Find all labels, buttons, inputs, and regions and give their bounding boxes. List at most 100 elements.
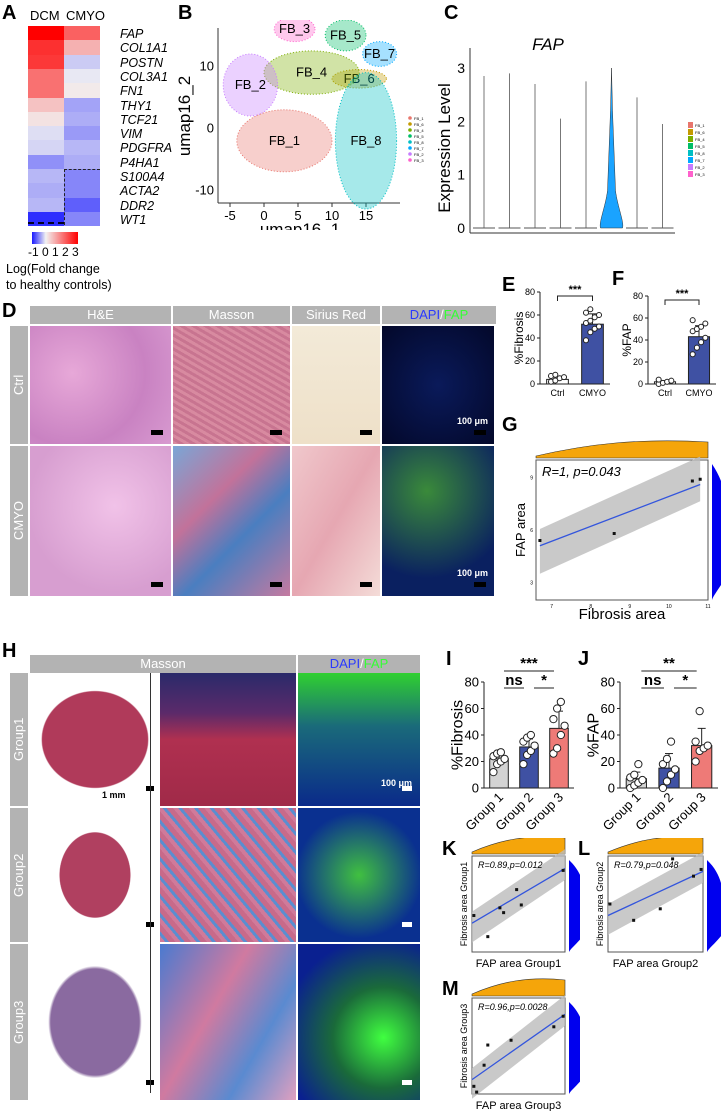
x-tick-label: Ctrl [658, 388, 672, 398]
heatmap-cell [28, 83, 64, 98]
x-axis-label: Fibrosis area [579, 606, 666, 623]
row-label: CMYO [10, 446, 28, 596]
y-tick-label: 40 [525, 333, 535, 343]
panel-label-b: B [178, 2, 193, 24]
data-point [702, 320, 709, 327]
data-point [587, 317, 594, 324]
y-tick-label: 80 [601, 675, 615, 690]
scatter-m: R=0.96,p=0.0028 FAP area Group3 Fibrosis a… [459, 978, 580, 1111]
scale-bar-label: 100 μm [456, 568, 488, 578]
x-tick-label: 5 [294, 208, 301, 223]
data-point [662, 754, 672, 763]
y-tick-label: 20 [465, 754, 479, 769]
panel-label-i: I [446, 648, 452, 670]
data-point [699, 867, 703, 871]
data-point [538, 539, 542, 542]
data-point [662, 777, 672, 786]
y-axis-label: %FAP [585, 713, 602, 757]
cluster-label: FB_2 [235, 77, 266, 92]
scale-bar [474, 582, 486, 587]
gene-label: VIM [120, 127, 143, 142]
cluster-label: FB_6 [344, 71, 375, 86]
data-point [556, 697, 566, 707]
stat-annotation: R=0.89,p=0.012 [478, 860, 543, 870]
scale-bar [270, 430, 282, 435]
scale-bar [151, 430, 163, 435]
x-tick-label: 10 [325, 208, 339, 223]
micrograph [30, 446, 171, 596]
heatmap-cell [64, 83, 100, 98]
legend-label: FB_8 [695, 151, 705, 156]
data-point [695, 707, 704, 716]
legend-label: FB_5 [414, 134, 424, 139]
whole-section [30, 808, 160, 942]
cluster-FB_5 [324, 20, 367, 52]
gene-label: P4HA1 [120, 155, 160, 170]
data-point [519, 903, 523, 907]
data-point [638, 775, 647, 785]
data-point [703, 741, 712, 750]
heatmap-col-cmyo: CMYO [66, 8, 105, 23]
masson-zoom [160, 808, 296, 942]
legend-dot [408, 146, 412, 150]
whole-section [30, 944, 160, 1100]
significance-label: *** [520, 655, 538, 672]
panel-label-d: D [2, 300, 17, 322]
dashed-line [28, 221, 64, 226]
y-axis-label: Fibrosis area Group2 [595, 862, 605, 947]
data-point [553, 704, 562, 713]
data-point [587, 329, 594, 336]
data-point [472, 914, 476, 918]
y-axis-label: %FAP [620, 323, 634, 356]
whole-section [30, 673, 160, 806]
data-point [502, 911, 506, 915]
data-point [549, 714, 558, 724]
data-point [655, 376, 662, 383]
heatmap-cell [64, 97, 100, 112]
data-point [519, 760, 528, 769]
fap-label: FAP [443, 307, 469, 322]
legend-label: FB_6 [414, 122, 424, 127]
data-point [595, 311, 603, 319]
bar-chart-e: 0 20 40 60 80 %Fibrosis Ctrl CMYO *** [512, 284, 610, 398]
data-point [630, 770, 639, 779]
heatmap-cell [28, 169, 64, 184]
significance-label: ns [644, 672, 662, 689]
legend-label: FB_6 [695, 130, 705, 135]
data-point [692, 874, 695, 878]
panel-label-f: F [612, 268, 625, 290]
panel-label-a: A [2, 2, 17, 24]
x-axis-label: FAP area Group3 [476, 1100, 561, 1111]
cluster-label: FB_1 [269, 133, 300, 148]
data-point [658, 907, 662, 911]
panel-label-m: M [442, 978, 459, 1000]
data-point [671, 857, 675, 861]
micrograph [173, 326, 290, 444]
cluster-FB_1 [236, 109, 333, 173]
micrograph [382, 326, 494, 444]
micrograph [173, 446, 290, 596]
data-point [689, 351, 696, 358]
y-tick-label: 40 [601, 728, 615, 743]
y-tick-label: 40 [465, 728, 479, 743]
heatmap-cell [28, 126, 64, 141]
y-tick-label: 40 [633, 335, 643, 345]
data-point [608, 902, 612, 906]
row-label: Ctrl [10, 326, 28, 444]
data-point [515, 888, 519, 892]
legend-label: FB_8 [414, 140, 424, 145]
significance-label: ns [505, 672, 523, 689]
data-point [632, 918, 636, 922]
fluorescence [298, 944, 420, 1100]
heatmap-cell [64, 169, 100, 184]
fluorescence [298, 673, 420, 806]
x-tick-label: 15 [359, 208, 373, 223]
legend-label: FB_4 [695, 137, 705, 142]
scatter-g: 7 8 9 10 11 3 6 9 R=1, p=0.043 Fibrosis area FAP a… [513, 440, 721, 623]
data-point [582, 309, 590, 316]
heatmap-cell [28, 197, 64, 212]
x-tick-label: Ctrl [551, 388, 565, 398]
legend-swatch [688, 136, 693, 142]
